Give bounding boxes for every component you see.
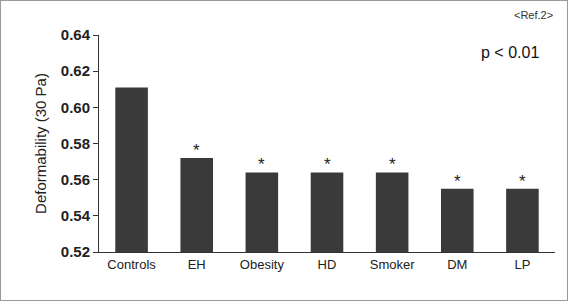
svg-text:0.58: 0.58	[61, 135, 90, 152]
svg-text:0.60: 0.60	[61, 99, 90, 116]
svg-text:HD: HD	[318, 257, 337, 272]
svg-text:Obesity: Obesity	[240, 257, 285, 272]
svg-text:Smoker: Smoker	[370, 257, 415, 272]
svg-text:*: *	[258, 155, 265, 174]
svg-text:0.56: 0.56	[61, 171, 90, 188]
svg-text:p < 0.01: p < 0.01	[481, 44, 539, 61]
svg-text:<Ref.2>: <Ref.2>	[514, 9, 553, 21]
svg-text:LP: LP	[514, 257, 530, 272]
svg-text:*: *	[324, 155, 331, 174]
svg-text:0.64: 0.64	[61, 26, 91, 43]
svg-text:*: *	[389, 155, 396, 174]
svg-text:0.62: 0.62	[61, 62, 90, 79]
svg-text:*: *	[193, 141, 200, 160]
svg-text:Controls: Controls	[107, 257, 156, 272]
svg-text:EH: EH	[188, 257, 206, 272]
svg-text:0.54: 0.54	[61, 207, 91, 224]
svg-text:Deformability (30 Pa): Deformability (30 Pa)	[32, 73, 49, 214]
svg-text:*: *	[454, 172, 461, 191]
svg-text:0.52: 0.52	[61, 243, 90, 260]
svg-text:*: *	[519, 172, 526, 191]
svg-text:DM: DM	[447, 257, 467, 272]
